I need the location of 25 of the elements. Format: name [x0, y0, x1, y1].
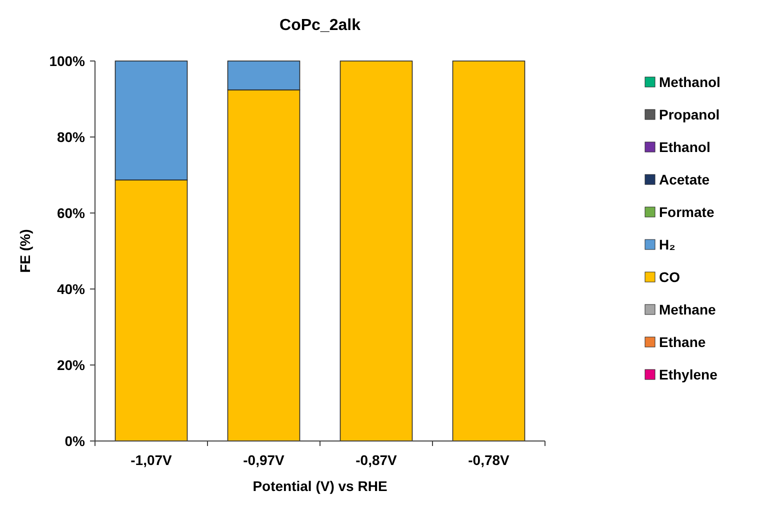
x-tick-label: -0,97V — [243, 452, 286, 468]
legend-label: H₂ — [659, 236, 676, 252]
legend-label: Formate — [659, 204, 714, 220]
x-tick-label: -0,78V — [468, 452, 510, 468]
legend-label: CO — [659, 268, 680, 285]
chart-title: CoPc_2alk — [280, 17, 361, 34]
y-tick-label: 0% — [64, 432, 86, 449]
x-axis-title: Potential (V) vs RHE — [252, 478, 388, 494]
y-tick-label: 40% — [56, 280, 86, 297]
legend-label: Ethanol — [659, 138, 710, 155]
legend-label: Acetate — [659, 171, 710, 188]
y-axis-title: FE (%) — [17, 229, 33, 273]
legend-label: Ethylene — [659, 366, 718, 382]
legend-label: Ethane — [659, 334, 706, 350]
bar — [452, 60, 526, 442]
x-tick-label: -1,07V — [130, 452, 173, 468]
y-tick-label: 60% — [56, 204, 86, 221]
y-tick-label: 80% — [56, 128, 86, 145]
legend-label: Methanol — [659, 74, 720, 90]
y-tick-label: 20% — [56, 356, 86, 373]
y-tick-label: 100% — [49, 52, 86, 69]
legend-label: Methane — [659, 301, 716, 318]
x-tick-label: -0,87V — [356, 452, 398, 468]
legend-label: Propanol — [659, 106, 720, 122]
bar — [340, 60, 413, 442]
